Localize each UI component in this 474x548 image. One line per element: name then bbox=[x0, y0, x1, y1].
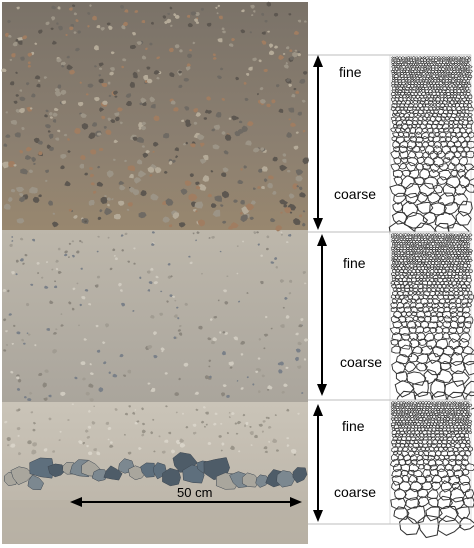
bed-1-arrow bbox=[313, 55, 323, 230]
scale-bar-label: 50 cm bbox=[177, 485, 213, 500]
sketch-panels bbox=[308, 54, 474, 539]
photo-middle-unit bbox=[2, 230, 308, 402]
bed-arrows bbox=[313, 55, 327, 522]
photo-upper-unit bbox=[2, 2, 308, 230]
bed-3-fine-label: fine bbox=[342, 418, 365, 434]
sketch-bed-3 bbox=[308, 399, 474, 539]
bed-2-coarse-label: coarse bbox=[340, 354, 383, 370]
bed-3-arrow bbox=[313, 404, 323, 522]
bed-2-arrow bbox=[317, 234, 327, 396]
bed-3-coarse-label: coarse bbox=[334, 484, 377, 500]
bed-1-coarse-label: coarse bbox=[334, 186, 377, 202]
bed-2-fine-label: fine bbox=[343, 255, 366, 271]
scale-bar bbox=[70, 497, 302, 507]
sketch-bed-1 bbox=[308, 54, 474, 244]
bed-1-fine-label: fine bbox=[339, 64, 362, 80]
photo-clasts bbox=[1, 1, 309, 544]
sketch-bed-2 bbox=[308, 231, 474, 411]
